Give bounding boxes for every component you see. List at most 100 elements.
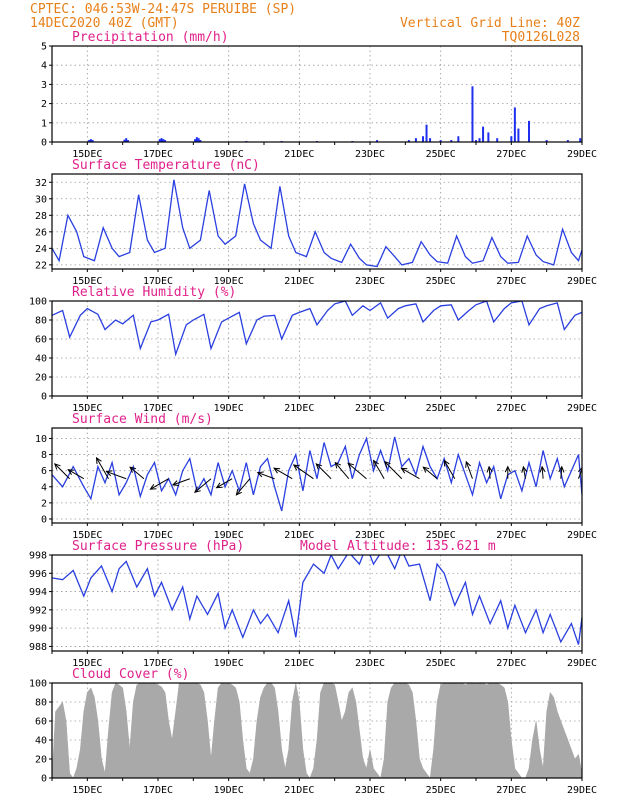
- precip-xtick-label: 19DEC: [214, 149, 244, 160]
- wind-arrow-shaft: [235, 478, 251, 496]
- panels: 0 1 2 3 4 5 15DEC 17DEC 19DEC 21DEC 23DEC 25DEC 27DE…: [29, 30, 597, 796]
- pressure-ytick-label: 998: [29, 551, 47, 562]
- precip-xtick-label: 23DEC: [355, 149, 385, 160]
- wind-arrow-head: [215, 482, 223, 489]
- precip-bar: [125, 138, 128, 142]
- precip-bar: [88, 140, 91, 142]
- precip-bar: [482, 126, 485, 142]
- precip-bar: [450, 140, 453, 142]
- wind-arrow-shaft: [315, 463, 332, 480]
- cloud-ytick-label: 60: [35, 717, 47, 728]
- wind-arrow-shaft: [541, 466, 544, 479]
- wind-arrow-shaft: [96, 457, 109, 479]
- temp-plot-area: [52, 179, 582, 268]
- wind-arrow-head: [292, 464, 300, 471]
- pressure-xtick-label: 17DEC: [143, 658, 173, 669]
- wind-arrow-head: [105, 470, 113, 477]
- wind-arrow-shaft: [129, 466, 145, 480]
- temp-xtick-label: 23DEC: [355, 276, 385, 287]
- temp-ytick-label: 24: [35, 244, 47, 255]
- precip-bar: [457, 136, 460, 142]
- wind-arrow-shaft: [347, 462, 367, 480]
- rh-xtick-label: 25DEC: [426, 403, 456, 414]
- pressure-series-line: [52, 555, 582, 645]
- wind-frame: [51, 427, 583, 524]
- cloud-ytick-label: 80: [35, 698, 47, 709]
- wind-xtick-label: 21DEC: [284, 530, 314, 541]
- wind-arrow-shaft: [172, 478, 190, 486]
- pressure-xtick-label: 29DEC: [567, 658, 597, 669]
- wind-arrow-shaft: [384, 461, 403, 480]
- precip-bar: [475, 140, 477, 142]
- rh-ytick-label: 0: [41, 392, 47, 403]
- precip-bar: [513, 107, 516, 142]
- wind-xtick-label: 23DEC: [355, 530, 385, 541]
- rh-frame: [51, 300, 583, 397]
- precip-xtick-label: 17DEC: [143, 149, 173, 160]
- wind-arrow-shaft: [423, 466, 438, 480]
- precip-bar: [429, 138, 432, 142]
- precip-xtick-label: 25DEC: [426, 149, 456, 160]
- wind-arrow-head: [95, 456, 102, 464]
- wind-arrow-head: [315, 463, 323, 470]
- wind-arrow-head: [400, 467, 408, 474]
- rh-grid: [52, 301, 582, 396]
- wind-arrow-shaft: [257, 472, 275, 480]
- temp-ytick-label: 32: [35, 178, 47, 189]
- wind-arrow-shaft: [443, 460, 456, 479]
- header-grid-line: Vertical Grid Line: 40Z: [400, 16, 580, 31]
- temp-ytick-label: 28: [35, 211, 47, 222]
- wind-arrow-shaft: [560, 466, 563, 479]
- pressure-xtick-label: 19DEC: [214, 658, 244, 669]
- wind-xtick-label: 25DEC: [426, 530, 456, 541]
- wind-arrow-shaft: [216, 478, 233, 489]
- wind-xtick-label: 27DEC: [496, 530, 526, 541]
- cloud-ytick-label: 40: [35, 736, 47, 747]
- wind-ytick-label: 8: [41, 450, 47, 461]
- precip-bar: [517, 128, 520, 142]
- precip-bar: [496, 138, 499, 142]
- precip-plot-area: [88, 86, 582, 142]
- wind-arrow-head: [129, 466, 137, 473]
- temp-ytick-label: 30: [35, 194, 47, 205]
- temp-grid: [52, 174, 582, 269]
- rh-xtick-label: 15DEC: [72, 403, 102, 414]
- panel-pressure: 988 990 992 994 996 998 15DEC 17DEC 19DEC 21DEC 23…: [29, 539, 597, 669]
- precip-bar: [478, 138, 481, 142]
- wind-arrow-head: [149, 484, 157, 490]
- wind-arrow-shaft: [150, 478, 169, 490]
- wind-arrow-shaft: [273, 467, 293, 480]
- precip-xtick-label: 27DEC: [496, 149, 526, 160]
- wind-arrow-head: [171, 480, 179, 486]
- wind-arrow-head: [67, 469, 75, 475]
- wind-arrow-head: [443, 459, 450, 467]
- cloud-title: Cloud Cover (%): [72, 667, 189, 682]
- pressure-plot-area: [52, 555, 582, 645]
- wind-arrow-shaft: [465, 461, 473, 479]
- wind-xtick-label: 19DEC: [214, 530, 244, 541]
- wind-arrow-head: [422, 466, 430, 473]
- rh-ytick-label: 60: [35, 335, 47, 346]
- pressure-annotation: Model Altitude: 135.621 m: [300, 539, 496, 554]
- rh-plot-area: [52, 301, 582, 357]
- wind-xtick-label: 29DEC: [567, 530, 597, 541]
- precip-bar: [510, 136, 513, 142]
- cloud-xtick-label: 29DEC: [567, 785, 597, 796]
- precip-bar: [579, 138, 582, 142]
- wind-arrow-shaft: [293, 464, 314, 480]
- cloud-ytick-label: 100: [29, 679, 47, 690]
- precip-bar: [422, 136, 424, 142]
- wind-arrow-head: [334, 461, 342, 469]
- cloud-area: [52, 683, 582, 778]
- rh-series-line: [52, 301, 582, 357]
- temp-xtick-label: 25DEC: [426, 276, 456, 287]
- pressure-ytick-label: 994: [29, 587, 47, 598]
- wind-arrow-shaft: [67, 469, 85, 480]
- pressure-grid: [52, 555, 582, 651]
- temp-title: Surface Temperature (nC): [72, 158, 260, 173]
- wind-arrow-shaft: [334, 462, 350, 480]
- pressure-frame: [51, 554, 583, 652]
- cloud-ytick-label: 20: [35, 755, 47, 766]
- precip-bar: [162, 139, 165, 142]
- temp-xtick-label: 19DEC: [214, 276, 244, 287]
